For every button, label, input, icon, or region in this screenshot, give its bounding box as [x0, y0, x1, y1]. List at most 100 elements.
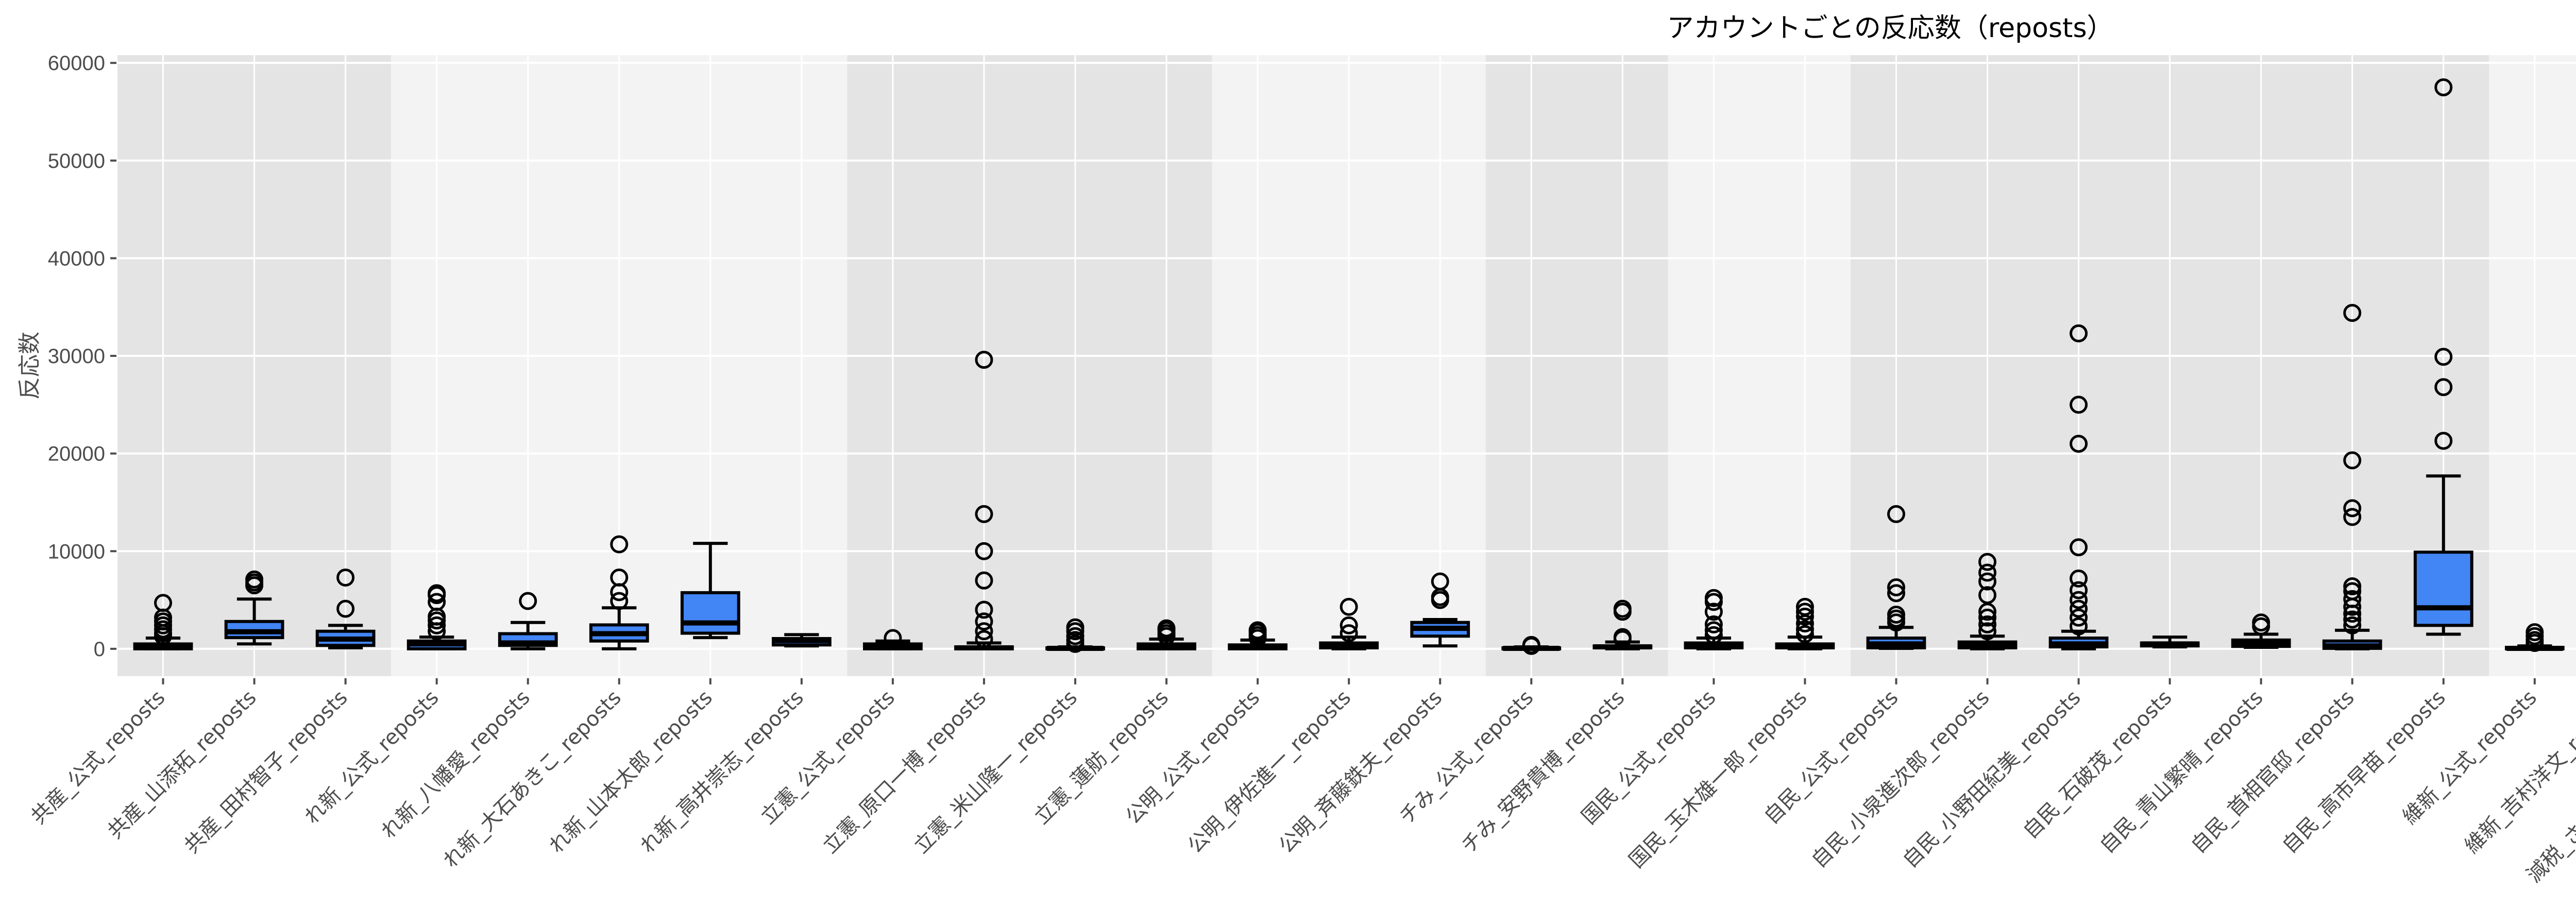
outlier-point — [2070, 324, 2088, 342]
outlier-point — [2252, 613, 2270, 632]
outlier-point — [1795, 597, 1814, 616]
outlier-point — [1704, 603, 1723, 621]
outlier-point — [2343, 590, 2362, 608]
outlier-point — [2343, 451, 2362, 470]
outlier-point — [2343, 616, 2362, 634]
boxes — [133, 78, 2565, 655]
box-自民_青山繁晴_reposts — [2231, 613, 2291, 649]
outlier-point — [1795, 607, 1814, 626]
box-公明_公式_reposts — [1228, 621, 1288, 650]
outlier-point — [1887, 578, 1905, 596]
y-tick-label: 40000 — [48, 247, 105, 270]
outlier-point — [1431, 572, 1449, 591]
outlier-point — [428, 584, 446, 603]
outlier-point — [1978, 553, 1997, 571]
outlier-point — [2526, 623, 2544, 642]
outlier-point — [1978, 608, 1997, 627]
outlier-point — [2343, 582, 2362, 600]
outlier-point — [975, 505, 993, 523]
outlier-point — [1978, 572, 1997, 591]
outlier-point — [336, 568, 355, 587]
outlier-point — [1704, 589, 1723, 607]
outlier-point — [1978, 615, 1997, 633]
box-自民_小野田紀美_reposts — [2048, 324, 2109, 650]
outlier-point — [1704, 615, 1723, 633]
box-れ新_山本太郎_reposts — [680, 542, 740, 640]
box-公明_斉藤鉄夫_reposts — [1410, 572, 1470, 648]
outlier-point — [1613, 628, 1632, 646]
box-公明_伊佐進一_reposts — [1319, 597, 1379, 650]
y-tick-label: 30000 — [48, 345, 105, 368]
box-立憲_米山隆一_reposts — [1045, 618, 1105, 653]
outlier-point — [975, 600, 993, 619]
outlier-point — [1795, 620, 1814, 639]
outlier-point — [519, 592, 537, 610]
outlier-point — [1340, 616, 1358, 634]
outlier-point — [1340, 597, 1358, 616]
y-tick-label: 20000 — [48, 443, 105, 466]
box-自民_首相官邸_reposts — [2322, 304, 2382, 650]
outlier-point — [1704, 626, 1723, 644]
outlier-point — [428, 616, 446, 634]
box-自民_石破茂_reposts — [2140, 635, 2200, 649]
outlier-point — [975, 612, 993, 631]
outlier-point — [336, 599, 355, 618]
outlier-point — [1613, 599, 1632, 618]
outlier-point — [1066, 627, 1084, 645]
outlier-point — [1157, 619, 1176, 638]
outlier-point — [1978, 563, 1997, 582]
box-れ新_八幡愛_reposts — [498, 592, 558, 650]
box-維新_公式_reposts — [2504, 623, 2565, 652]
box-国民_玉木雄一郎_reposts — [1775, 597, 1835, 650]
outlier-point — [2343, 508, 2362, 526]
outlier-point — [1887, 505, 1905, 523]
band-維新 — [2489, 55, 2576, 676]
outlier-point — [1340, 624, 1358, 643]
y-tick-label: 10000 — [48, 540, 105, 563]
outlier-point — [975, 622, 993, 641]
outlier-point — [2070, 396, 2088, 414]
outlier-point — [428, 593, 446, 611]
y-tick-label: 60000 — [48, 52, 105, 75]
box-共産_山添拓_reposts — [224, 570, 284, 646]
box-自民_公式_reposts — [1866, 505, 1926, 650]
gridlines — [117, 55, 2576, 676]
outlier-point — [1795, 603, 1814, 621]
box-立憲_原口一博_reposts — [954, 351, 1014, 651]
outlier-point — [2343, 499, 2362, 518]
outlier-point — [610, 535, 629, 554]
outlier-point — [2070, 608, 2088, 627]
box-自民_小泉進次郎_reposts — [1957, 553, 2018, 650]
outlier-point — [1522, 635, 1540, 654]
box-チみ_公式_reposts — [1501, 635, 1562, 655]
outlier-point — [2434, 348, 2453, 366]
outlier-point — [2070, 435, 2088, 453]
outlier-point — [1887, 584, 1905, 603]
outlier-point — [884, 629, 902, 647]
band-立憲 — [847, 55, 1212, 676]
outlier-point — [2434, 432, 2453, 450]
outlier-point — [1978, 622, 1997, 641]
band-国民 — [1668, 55, 1851, 676]
outlier-point — [154, 594, 173, 612]
box-れ新_公式_reposts — [406, 584, 467, 650]
outlier-point — [2343, 577, 2362, 596]
box-共産_田村智子_reposts — [315, 568, 376, 650]
outlier-point — [2070, 581, 2088, 599]
outlier-point — [975, 630, 993, 648]
outlier-point — [1248, 621, 1267, 640]
outlier-point — [2434, 378, 2453, 397]
outlier-point — [2434, 78, 2453, 97]
outlier-point — [2343, 304, 2362, 322]
outlier-point — [610, 592, 629, 610]
outlier-point — [2070, 569, 2088, 588]
box-立憲_蓮舫_reposts — [1137, 619, 1196, 650]
outlier-point — [1704, 621, 1723, 640]
outlier-point — [1978, 586, 1997, 605]
outlier-point — [2070, 591, 2088, 609]
y-tick-label: 50000 — [48, 150, 105, 173]
band-チみ — [1485, 55, 1668, 676]
outlier-point — [1066, 618, 1084, 637]
outlier-point — [1887, 606, 1905, 624]
